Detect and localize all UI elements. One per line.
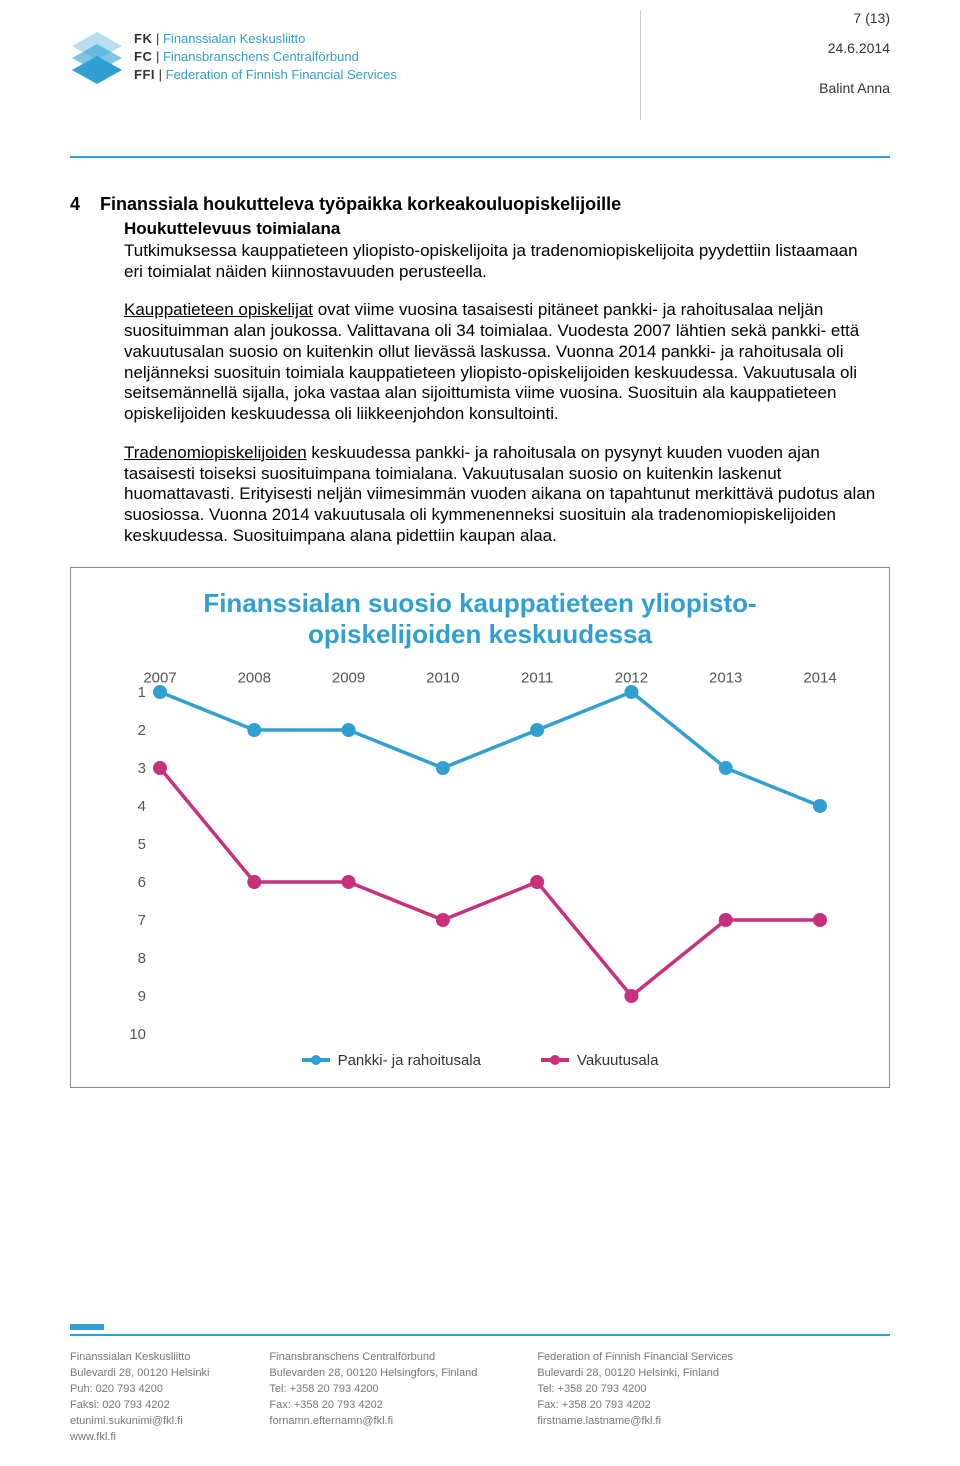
page-header: FK | Finanssialan KeskusliittoFC | Finan… xyxy=(70,30,890,150)
section-number: 4 xyxy=(70,194,100,215)
svg-text:8: 8 xyxy=(138,950,146,967)
svg-text:2010: 2010 xyxy=(426,669,459,686)
svg-text:10: 10 xyxy=(129,1026,146,1043)
page-footer: Finanssialan KeskusliittoBulevardi 28, 0… xyxy=(70,1324,890,1446)
body-paragraph: Tutkimuksessa kauppatieteen yliopisto-op… xyxy=(124,241,880,282)
svg-text:2011: 2011 xyxy=(521,669,553,686)
section-heading: 4Finanssiala houkutteleva työpaikka kork… xyxy=(70,194,890,215)
svg-text:1: 1 xyxy=(138,684,146,701)
logo: FK | Finanssialan KeskusliittoFC | Finan… xyxy=(70,30,397,94)
section-title: Finanssiala houkutteleva työpaikka korke… xyxy=(100,194,621,214)
svg-text:9: 9 xyxy=(138,988,146,1005)
svg-text:3: 3 xyxy=(138,760,146,777)
legend-item: Vakuutusala xyxy=(541,1052,658,1069)
legend-item: Pankki- ja rahoitusala xyxy=(302,1052,481,1069)
svg-text:6: 6 xyxy=(138,874,146,891)
chart-legend: Pankki- ja rahoitusala Vakuutusala xyxy=(99,1052,861,1069)
svg-text:2: 2 xyxy=(138,722,146,739)
logo-line: FK | Finanssialan Keskusliitto xyxy=(134,30,397,48)
chart-title: Finanssialan suosio kauppatieteen yliopi… xyxy=(99,588,861,650)
svg-text:2009: 2009 xyxy=(332,669,365,686)
svg-text:2012: 2012 xyxy=(615,669,648,686)
svg-text:2014: 2014 xyxy=(803,669,836,686)
page-author: Balint Anna xyxy=(661,80,890,96)
section: 4Finanssiala houkutteleva työpaikka kork… xyxy=(70,194,890,547)
footer-accent xyxy=(70,1324,104,1330)
logo-icon xyxy=(70,30,124,94)
svg-text:2007: 2007 xyxy=(143,669,176,686)
page-meta: 7 (13) 24.6.2014 Balint Anna xyxy=(640,10,890,120)
line-chart: 2007 2008 2009 2010 2011 2012 2013 2014 1 2 3 4 5 6 7 8… xyxy=(120,664,840,1044)
footer-column: Finanssialan KeskusliittoBulevardi 28, 0… xyxy=(70,1350,209,1446)
page-number: 7 (13) xyxy=(661,10,890,26)
page-date: 24.6.2014 xyxy=(661,40,890,56)
footer-column: Finansbranschens CentralförbundBulevarde… xyxy=(269,1350,477,1446)
svg-text:2008: 2008 xyxy=(238,669,271,686)
chart-container: Finanssialan suosio kauppatieteen yliopi… xyxy=(70,567,890,1088)
svg-text:5: 5 xyxy=(138,836,146,853)
body-paragraph: Tradenomiopiskelijoiden keskuudessa pank… xyxy=(124,443,880,547)
body-paragraph: Kauppatieteen opiskelijat ovat viime vuo… xyxy=(124,300,880,424)
logo-line: FFI | Federation of Finnish Financial Se… xyxy=(134,66,397,84)
header-separator xyxy=(70,156,890,158)
logo-line: FC | Finansbranschens Centralförbund xyxy=(134,48,397,66)
footer-column: Federation of Finnish Financial Services… xyxy=(537,1350,733,1446)
svg-text:2013: 2013 xyxy=(709,669,742,686)
section-subtitle: Houkuttelevuus toimialana xyxy=(124,219,890,239)
svg-text:7: 7 xyxy=(138,912,146,929)
svg-text:4: 4 xyxy=(138,798,146,815)
